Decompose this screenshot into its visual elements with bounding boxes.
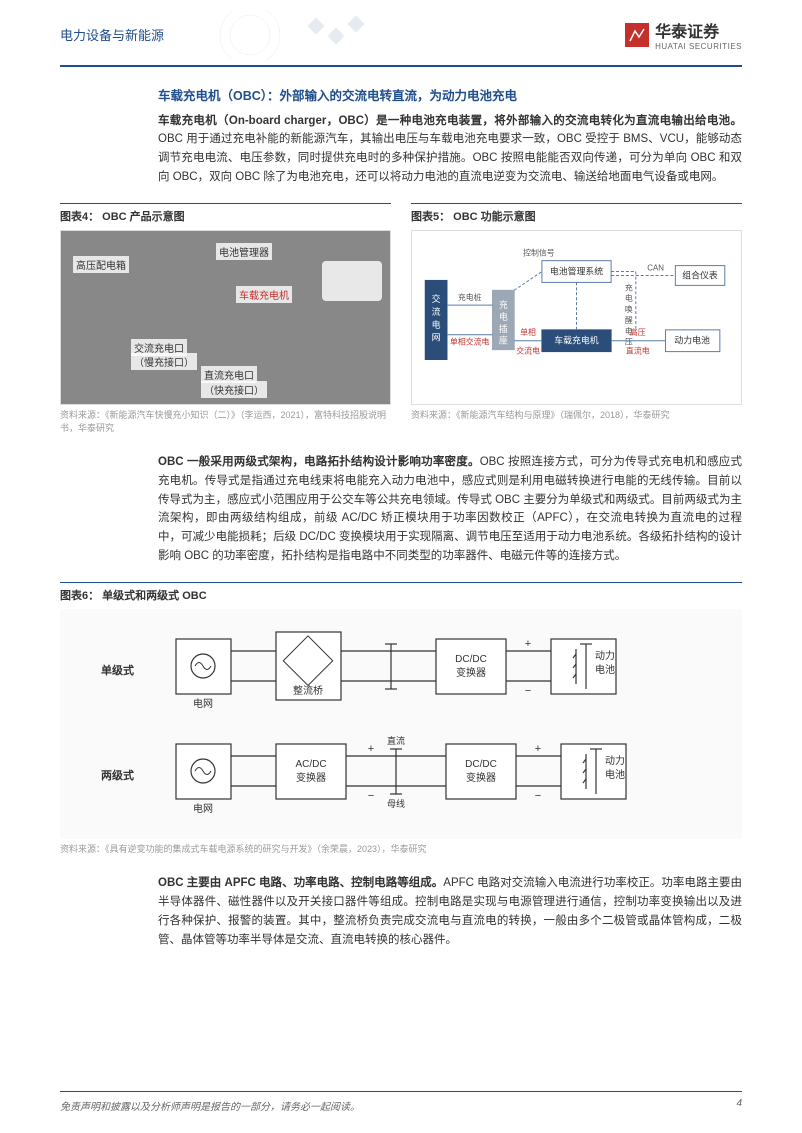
section2-para: OBC 一般采用两级式架构，电路拓扑结构设计影响功率密度。OBC 按照连接方式，… — [158, 453, 742, 567]
fig5-diagram: 交 流 电 网 充 电 插 座 电池管理系统 车载充电机 — [412, 231, 741, 404]
fig4-device-icon — [322, 261, 382, 301]
svg-text:直流电: 直流电 — [626, 346, 650, 356]
svg-text:流: 流 — [432, 306, 441, 317]
footer-disclaimer: 免责声明和披露以及分析师声明是报告的一部分，请务必一起阅读。 — [60, 1098, 360, 1113]
svg-text:高压: 高压 — [630, 327, 646, 337]
main-content: 车载充电机（OBC）：外部输入的交流电转直流，为动力电池充电 车载充电机（On-… — [0, 67, 802, 950]
fig5-title: 图表5： OBC 功能示意图 — [411, 203, 742, 224]
svg-text:变换器: 变换器 — [296, 771, 326, 784]
svg-text:醒: 醒 — [625, 316, 633, 325]
svg-text:交流电: 交流电 — [516, 346, 540, 356]
svg-text:充: 充 — [625, 283, 633, 293]
section1-title: 车载充电机（OBC）：外部输入的交流电转直流，为动力电池充电 — [158, 85, 742, 104]
svg-text:车载充电机: 车载充电机 — [554, 335, 598, 346]
svg-text:网: 网 — [432, 333, 441, 343]
para3-bold: OBC 主要由 APFC 电路、功率电路、控制电路等组成。 — [158, 877, 443, 889]
fig4-l1: 高压配电箱 — [73, 256, 129, 273]
svg-text:整流桥: 整流桥 — [293, 684, 323, 697]
para2-bold: OBC 一般采用两级式架构，电路拓扑结构设计影响功率密度。 — [158, 456, 480, 468]
fig4-source: 资料来源：《新能源汽车快慢充小知识（二）》（李运西，2021），富特科技招股说明… — [60, 409, 391, 434]
svg-text:电池管理系统: 电池管理系统 — [550, 266, 603, 277]
para1-rest: OBC 用于通过充电补能的新能源汽车，其输出电压与车载电池充电要求一致，OBC … — [158, 133, 742, 183]
svg-text:充电桩: 充电桩 — [458, 293, 482, 303]
fig6-title: 图表6： 单级式和两级式 OBC — [60, 582, 742, 603]
logo-sub: HUATAI SECURITIES — [655, 42, 742, 51]
svg-text:电网: 电网 — [193, 697, 213, 710]
svg-text:电池: 电池 — [605, 768, 625, 781]
svg-text:动力电池: 动力电池 — [674, 335, 710, 346]
footer-page: 4 — [736, 1098, 742, 1113]
fig4-l5: （慢充接口） — [131, 353, 197, 370]
header-decoration — [200, 10, 400, 60]
svg-text:电: 电 — [625, 294, 633, 304]
svg-text:−: − — [368, 790, 374, 802]
svg-text:动力: 动力 — [595, 649, 615, 662]
svg-text:压: 压 — [625, 338, 633, 347]
fig5-source: 资料来源：《新能源汽车结构与原理》（瑞佩尔，2018），华泰研究 — [411, 409, 742, 422]
svg-text:变换器: 变换器 — [466, 771, 496, 784]
svg-text:单级式: 单级式 — [101, 663, 134, 677]
fig4-l2: 电池管理器 — [216, 243, 272, 260]
svg-text:变换器: 变换器 — [456, 666, 486, 679]
svg-text:控制信号: 控制信号 — [523, 248, 555, 258]
fig5-box: 交 流 电 网 充 电 插 座 电池管理系统 车载充电机 — [411, 230, 742, 405]
svg-text:+: + — [368, 743, 374, 755]
svg-text:+: + — [525, 638, 531, 650]
svg-text:直流: 直流 — [387, 735, 405, 746]
svg-text:插: 插 — [499, 323, 508, 334]
fig4-box: 高压配电箱 电池管理器 车载充电机 交流充电口 （慢充接口） 直流充电口 （快充… — [60, 230, 391, 405]
svg-text:电池: 电池 — [595, 663, 615, 676]
figure4: 图表4： OBC 产品示意图 高压配电箱 电池管理器 车载充电机 交流充电口 （… — [60, 203, 391, 434]
svg-text:DC/DC: DC/DC — [455, 654, 487, 665]
svg-text:充: 充 — [499, 299, 508, 310]
svg-text:−: − — [535, 790, 541, 802]
svg-text:单相交流电: 单相交流电 — [450, 337, 490, 347]
page-footer: 免责声明和披露以及分析师声明是报告的一部分，请务必一起阅读。 4 — [60, 1091, 742, 1113]
header-category: 电力设备与新能源 — [60, 25, 164, 44]
fig4-title: 图表4： OBC 产品示意图 — [60, 203, 391, 224]
svg-text:交: 交 — [432, 294, 441, 305]
svg-text:−: − — [525, 685, 531, 697]
svg-text:+: + — [535, 743, 541, 755]
fig6-box: 单级式 电网 整流桥 DC/DC 变换器 — [60, 609, 742, 839]
figure5: 图表5： OBC 功能示意图 交 流 电 网 充 电 插 座 — [411, 203, 742, 434]
svg-text:电网: 电网 — [193, 802, 213, 815]
svg-text:电: 电 — [499, 311, 508, 322]
para1-bold: 车载充电机（On-board charger，OBC）是一种电池充电装置，将外部… — [158, 115, 742, 127]
fig4-l7: （快充接口） — [201, 381, 267, 398]
logo-icon — [625, 23, 649, 47]
figures-row-1: 图表4： OBC 产品示意图 高压配电箱 电池管理器 车载充电机 交流充电口 （… — [60, 203, 742, 434]
svg-text:动力: 动力 — [605, 754, 625, 767]
section3-para: OBC 主要由 APFC 电路、功率电路、控制电路等组成。APFC 电路对交流输… — [158, 874, 742, 950]
fig4-l3: 车载充电机 — [236, 286, 292, 303]
svg-text:电: 电 — [432, 319, 441, 330]
logo-name: 华泰证券 — [655, 18, 742, 42]
svg-text:单相: 单相 — [520, 327, 536, 337]
svg-text:两级式: 两级式 — [101, 768, 134, 782]
section1-para: 车载充电机（On-board charger，OBC）是一种电池充电装置，将外部… — [158, 112, 742, 188]
fig6-diagram: 单级式 电网 整流桥 DC/DC 变换器 — [60, 609, 742, 839]
svg-text:座: 座 — [499, 335, 508, 346]
page-header: 电力设备与新能源 华泰证券 HUATAI SECURITIES — [0, 0, 802, 61]
svg-text:DC/DC: DC/DC — [465, 759, 497, 770]
svg-text:AC/DC: AC/DC — [295, 759, 326, 770]
svg-text:母线: 母线 — [387, 798, 405, 809]
svg-text:CAN: CAN — [647, 264, 664, 273]
figure6: 图表6： 单级式和两级式 OBC 单级式 电网 整流桥 DC/DC 变换器 — [60, 582, 742, 856]
para2-rest: OBC 按照连接方式，可分为传导式充电机和感应式充电机。传导式是指通过充电线束将… — [158, 456, 742, 563]
svg-text:组合仪表: 组合仪表 — [682, 270, 718, 281]
svg-text:唤: 唤 — [625, 304, 633, 314]
header-logo: 华泰证券 HUATAI SECURITIES — [625, 18, 742, 51]
fig6-source: 资料来源：《具有逆变功能的集成式车载电源系统的研究与开发》（余荣晨，2023），… — [60, 843, 742, 856]
